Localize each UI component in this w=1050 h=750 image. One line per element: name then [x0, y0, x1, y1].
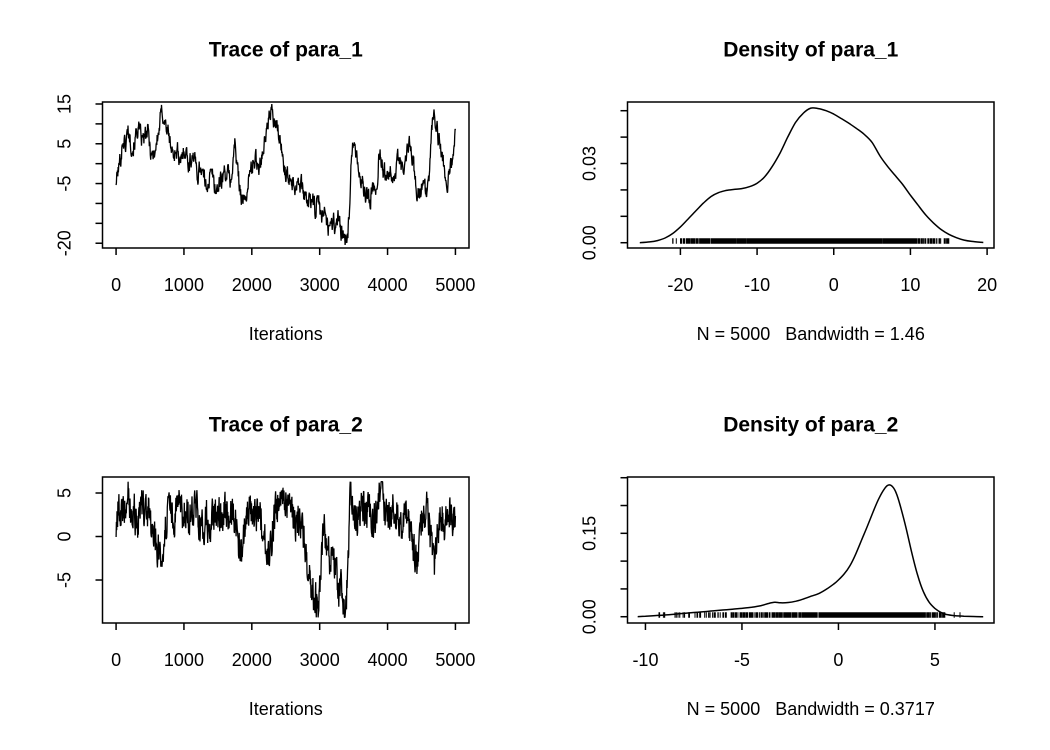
x-tick-label: 1000: [164, 650, 204, 670]
x-tick-label: 4000: [368, 650, 408, 670]
x-tick-label: 5000: [435, 650, 475, 670]
y-tick-label: 15: [55, 94, 75, 114]
y-tick-label: 0.15: [580, 516, 600, 551]
trace-line: [115, 481, 457, 619]
x-tick-label: 4000: [368, 275, 408, 295]
trace-para-1-plot: 0 1000 2000 3000 4000 5000 15 5 -5 -20: [55, 94, 476, 295]
density-curve: [637, 484, 984, 618]
plot-title-trace-para-1: Trace of para_1: [208, 38, 363, 62]
x-tick-label: 2000: [232, 275, 272, 295]
x-tick-label: 20: [977, 275, 997, 295]
x-tick-label: -10: [632, 650, 658, 670]
y-tick-label: 0.00: [580, 599, 600, 634]
y-tick-label: -5: [55, 572, 75, 588]
x-tick-label: 0: [111, 650, 121, 670]
y-tick-label: -20: [55, 230, 75, 256]
x-tick-label: 0: [829, 275, 839, 295]
plot-box: [626, 476, 995, 624]
density-para-2-plot: -10 -5 0 5 0.00 0.15: [580, 476, 995, 670]
density-stats-label-para-1: N = 5000 Bandwidth = 1.46: [696, 324, 925, 344]
rug-ticks: [658, 612, 961, 618]
y-tick-label: 0.00: [580, 225, 600, 260]
x-tick-label: 0: [111, 275, 121, 295]
density-stats-label-para-2: N = 5000 Bandwidth = 0.3717: [686, 699, 935, 719]
x-tick-label: 3000: [300, 650, 340, 670]
x-tick-label: -20: [667, 275, 693, 295]
plot-title-trace-para-2: Trace of para_2: [208, 413, 363, 437]
y-tick-label: 0.03: [580, 146, 600, 181]
plot-title-density-para-1: Density of para_1: [723, 38, 899, 62]
x-tick-label: 1000: [164, 275, 204, 295]
y-tick-label: -5: [55, 176, 75, 192]
x-tick-label: -10: [744, 275, 770, 295]
x-axis-title-iterations-1: Iterations: [248, 324, 323, 344]
plot-box: [101, 476, 470, 624]
plot-box: [626, 101, 995, 249]
x-tick-label: 10: [900, 275, 920, 295]
x-tick-label: -5: [734, 650, 750, 670]
plot-box: [101, 101, 470, 249]
x-tick-label: 5: [930, 650, 940, 670]
x-tick-label: 0: [833, 650, 843, 670]
x-axis-title-iterations-2: Iterations: [248, 699, 323, 719]
x-tick-label: 5000: [435, 275, 475, 295]
x-tick-label: 3000: [300, 275, 340, 295]
trace-line: [115, 103, 457, 246]
trace-para-2-plot: 0 1000 2000 3000 4000 5000 5 0 -5: [55, 476, 475, 670]
y-tick-label: 5: [55, 488, 75, 498]
y-tick-label: 5: [55, 139, 75, 149]
x-tick-label: 2000: [232, 650, 272, 670]
density-para-1-plot: -20 -10 0 10 20 0.00 0.03: [580, 101, 997, 295]
y-tick-label: 0: [55, 532, 75, 542]
density-curve: [639, 107, 984, 244]
rug-ticks: [672, 238, 950, 244]
plot-title-density-para-2: Density of para_2: [723, 413, 899, 437]
